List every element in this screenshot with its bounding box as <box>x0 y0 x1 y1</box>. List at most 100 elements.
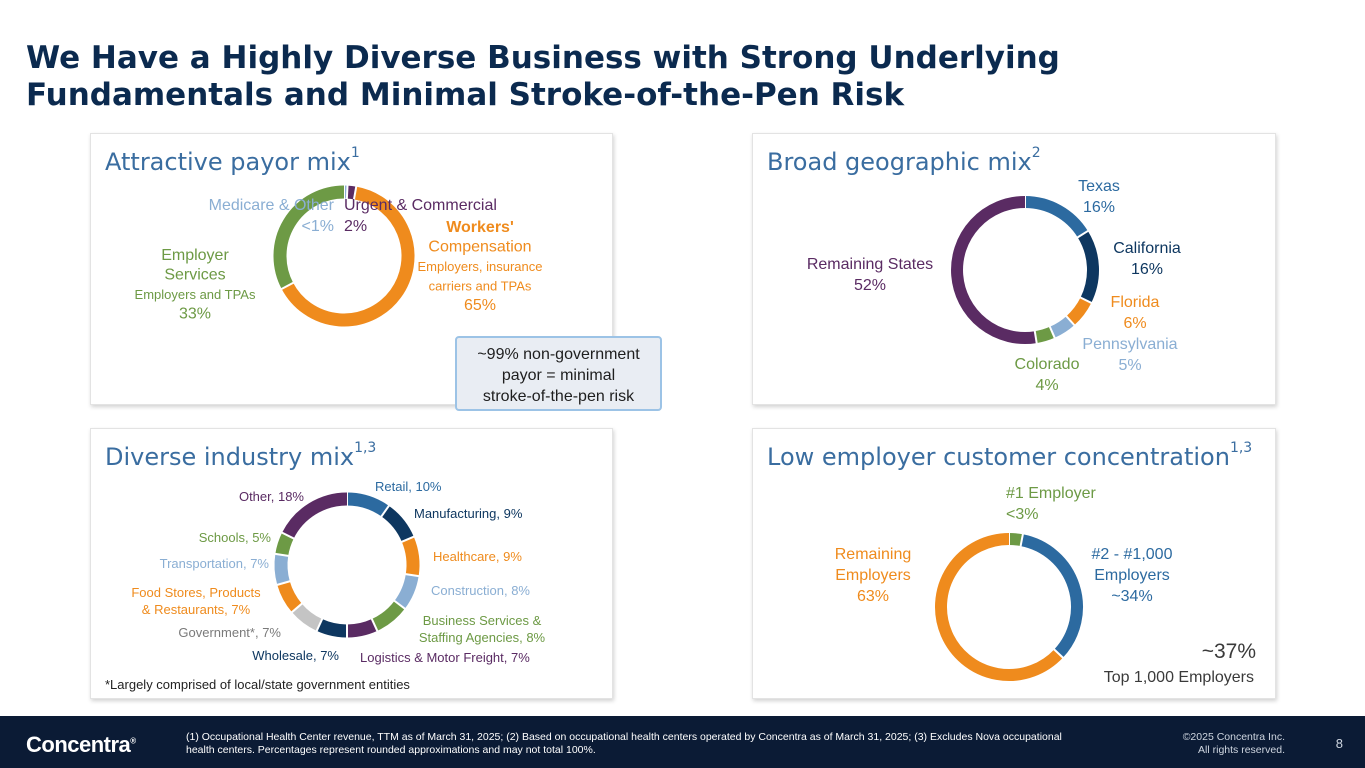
employer-services-label: Services <box>164 267 225 284</box>
copyright-line: ©2025 Concentra Inc. <box>1182 731 1285 743</box>
payor-mix-title-text: Attractive payor mix <box>105 148 351 176</box>
donut-slice <box>346 492 389 517</box>
callout-line: ~99% non-government <box>477 346 640 363</box>
donut-slice <box>1049 316 1075 338</box>
slice-separator <box>1019 533 1025 548</box>
employer-concentration-panel: Low employer customer concentration1,3 #… <box>752 428 1276 699</box>
slice-separator <box>400 535 416 544</box>
industry-label: Staffing Agencies, 8% <box>419 630 546 645</box>
industry-label: & Restaurants, 7% <box>142 602 251 617</box>
donut-slice <box>951 196 1037 344</box>
slice-separator <box>280 531 296 540</box>
slice-separator <box>1064 314 1076 327</box>
slice-separator <box>393 599 407 611</box>
industry-label: Logistics & Motor Freight, 7% <box>360 650 530 665</box>
donut-slice <box>275 532 294 557</box>
payor-mix-title-sup: 1 <box>350 145 360 161</box>
donut-slice <box>381 505 414 543</box>
slice-separator <box>352 185 358 201</box>
industry-label: Retail, 10% <box>375 479 442 494</box>
industry-footnote: *Largely comprised of local/state govern… <box>105 677 410 692</box>
employers-2-1000-label: ~34% <box>1111 588 1152 605</box>
slice-separator <box>315 617 324 633</box>
donut-slice <box>316 618 348 638</box>
employer-services-label: Employer <box>161 247 229 264</box>
top-employer-label: #1 Employer <box>1006 485 1096 502</box>
donut-slice <box>273 185 345 289</box>
workers-comp-label: 65% <box>464 297 496 314</box>
employer-concentration-title-text: Low employer customer concentration <box>767 443 1230 471</box>
workers-comp-label: Compensation <box>428 239 531 256</box>
donut-slice <box>394 573 419 609</box>
industry-mix-panel: Diverse industry mix1,3 Retail, 10% Manuf… <box>90 428 613 699</box>
slice-separator <box>345 184 349 200</box>
donut-slice <box>346 618 378 638</box>
industry-label: Manufacturing, 9% <box>414 506 523 521</box>
donut-slice <box>274 553 290 585</box>
slice-separator <box>280 281 295 291</box>
donut-slice <box>1020 534 1083 658</box>
geo-mix-title-text: Broad geographic mix <box>767 148 1032 176</box>
florida-label: 6% <box>1123 315 1146 332</box>
remaining-employers-label: 63% <box>857 588 889 605</box>
footnote-line: health centers. Percentages represent ro… <box>186 744 596 756</box>
employer-donut-chart: #1 Employer <3% #2 - #1,000 Employers ~34% Re… <box>835 485 1256 686</box>
non-government-callout: ~99% non-government payor = minimal stro… <box>455 336 662 411</box>
donut-slice <box>1077 230 1099 303</box>
slice-separator <box>1048 325 1056 340</box>
geo-mix-title-sup: 2 <box>1031 145 1041 161</box>
industry-label: Other, 18% <box>239 489 304 504</box>
footer-bar: Concentra® (1) Occupational Health Cente… <box>0 716 1365 768</box>
slice-separator <box>1033 330 1038 345</box>
industry-donut-chart: Retail, 10% Manufacturing, 9% Healthcare, … <box>131 479 546 665</box>
colorado-label: Colorado <box>1015 356 1080 373</box>
pennsylvania-label: Pennsylvania <box>1082 336 1177 353</box>
donut-slice <box>277 581 302 613</box>
copyright-line: All rights reserved. <box>1198 744 1285 756</box>
slice-separator <box>276 580 292 587</box>
donut-slice <box>346 185 357 200</box>
employer-services-label: Employers and TPAs <box>135 287 256 302</box>
logo-mark: ® <box>130 736 136 746</box>
donut-slice <box>1034 326 1055 344</box>
urgent-label: 2% <box>344 218 367 235</box>
donut-slice <box>291 603 323 631</box>
urgent-label: Urgent & Commercial <box>344 197 497 214</box>
geo-donut-chart: Texas 16% California 16% Florida 6% Pennsylvan… <box>807 178 1181 394</box>
donut-slice <box>371 600 405 631</box>
page-number: 8 <box>1335 736 1343 751</box>
top-employer-label: <3% <box>1006 506 1038 523</box>
industry-mix-title: Diverse industry mix1,3 <box>105 440 376 471</box>
copyright: ©2025 Concentra Inc. All rights reserved… <box>1183 731 1285 757</box>
texas-label: 16% <box>1083 199 1115 216</box>
workers-comp-label: carriers and TPAs <box>429 279 532 294</box>
employer-concentration-title: Low employer customer concentration1,3 <box>767 440 1252 471</box>
donut-slice <box>1008 532 1023 547</box>
top-1000-label: Top 1,000 Employers <box>1104 669 1254 686</box>
industry-label: Government*, 7% <box>178 625 281 640</box>
industry-label: Transportation, 7% <box>160 556 270 571</box>
page-title: We Have a Highly Diverse Business with S… <box>26 40 1060 113</box>
top-1000-value: ~37% <box>1202 640 1256 663</box>
workers-comp-label: Employers, insurance <box>418 259 543 274</box>
slice-separator <box>404 572 420 578</box>
slice-separator <box>1076 229 1090 239</box>
pennsylvania-label: 5% <box>1118 357 1141 374</box>
employers-2-1000-label: Employers <box>1094 567 1170 584</box>
slice-separator <box>274 552 290 558</box>
donut-slice <box>282 492 348 539</box>
payor-mix-title: Attractive payor mix1 <box>105 145 360 176</box>
florida-label: Florida <box>1111 294 1160 311</box>
employer-services-label: 33% <box>179 306 211 323</box>
remaining-states-label: Remaining States <box>807 256 933 273</box>
slice-separator <box>1052 648 1065 660</box>
callout-line: stroke-of-the-pen risk <box>482 388 635 405</box>
medicare-label: <1% <box>302 218 334 235</box>
texas-label: Texas <box>1078 178 1120 195</box>
donut-slice <box>1024 196 1088 238</box>
donut-slice <box>1066 297 1092 326</box>
industry-label: Construction, 8% <box>431 583 530 598</box>
industry-mix-title-text: Diverse industry mix <box>105 443 355 471</box>
concentra-logo: Concentra® <box>26 732 136 758</box>
callout-line: payor = minimal <box>501 367 616 384</box>
